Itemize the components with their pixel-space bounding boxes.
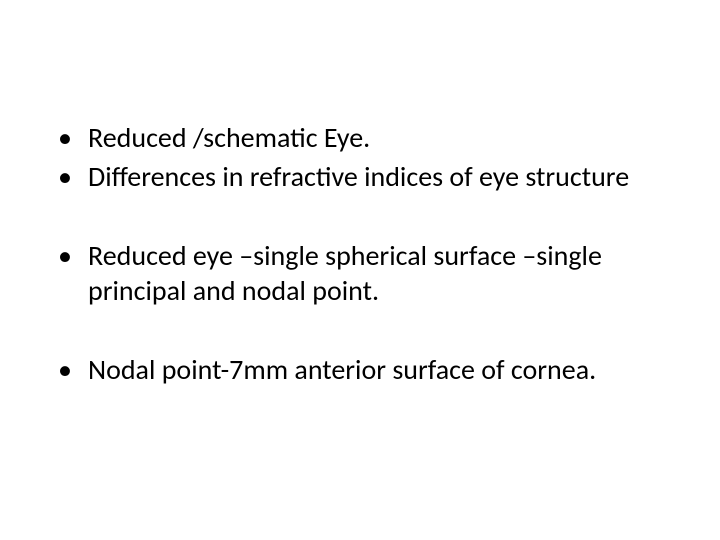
bullet-text: Nodal point-7mm anterior surface of corn…: [88, 352, 596, 387]
bullet-item: Reduced /schematic Eye.: [50, 120, 670, 155]
bullet-item: Differences in refractive indices of eye…: [50, 159, 670, 194]
bullet-list: Reduced /schematic Eye. Differences in r…: [50, 120, 670, 387]
slide: Reduced /schematic Eye. Differences in r…: [0, 0, 720, 540]
bullet-item: Reduced eye –single spherical surface –s…: [50, 238, 670, 308]
bullet-item: Nodal point-7mm anterior surface of corn…: [50, 352, 670, 387]
bullet-text: Reduced /schematic Eye.: [88, 120, 370, 155]
bullet-text: Reduced eye –single spherical surface –s…: [88, 238, 602, 308]
bullet-text: Differences in refractive indices of eye…: [88, 159, 629, 194]
